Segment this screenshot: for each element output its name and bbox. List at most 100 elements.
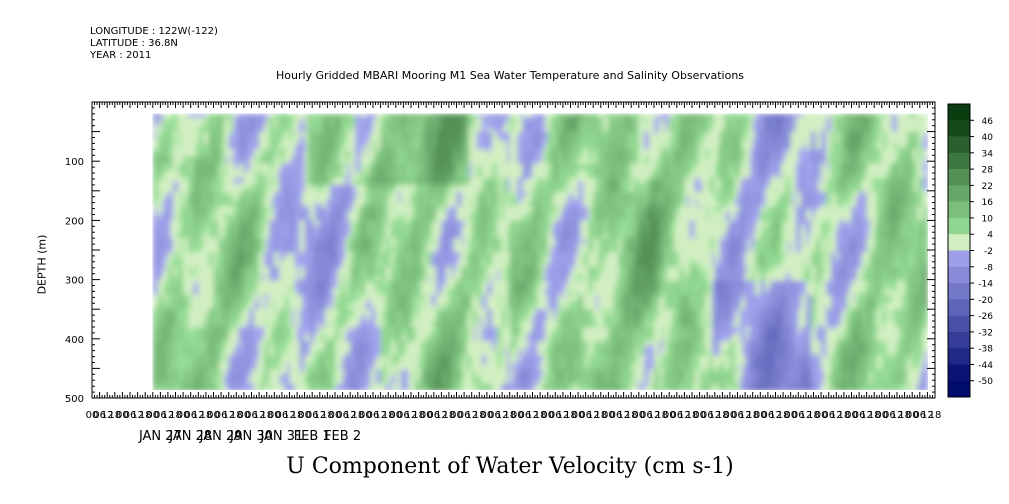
heatmap-cell (198, 248, 202, 253)
heatmap-cell (167, 344, 172, 349)
heatmap-cell (183, 216, 187, 221)
heatmap-cell (157, 156, 161, 161)
heatmap-cell (188, 213, 192, 218)
heatmap-cell (178, 128, 182, 133)
heatmap-cell (157, 355, 161, 360)
heatmap-cell (195, 273, 199, 278)
heatmap-cell (160, 216, 164, 221)
heatmap-cell (175, 284, 179, 289)
year-label: YEAR : 2011 (90, 50, 151, 62)
heatmap-cell (162, 184, 167, 190)
heatmap-cell (180, 124, 184, 129)
heatmap-cell (167, 255, 172, 261)
heatmap-cell (198, 184, 202, 190)
heatmap-cell (160, 309, 164, 314)
heatmap-cell (157, 191, 161, 197)
heatmap-cell (157, 270, 161, 275)
heatmap-cell (175, 334, 179, 339)
heatmap-cell (165, 341, 169, 346)
heatmap-cell (190, 280, 194, 285)
heatmap-cell (178, 191, 182, 197)
heatmap-cell (200, 287, 204, 293)
heatmap-cell (180, 160, 184, 165)
heatmap-cell (165, 170, 169, 175)
heatmap-cell (183, 167, 187, 172)
heatmap-cell (195, 341, 199, 346)
heatmap-cell (170, 245, 174, 250)
heatmap-cell (193, 270, 197, 275)
heatmap-cell (167, 216, 172, 221)
heatmap-cell (173, 145, 177, 150)
heatmap-cell (183, 344, 187, 349)
heatmap-cell (198, 206, 202, 211)
heatmap-cell (173, 319, 177, 325)
heatmap-cell (190, 376, 194, 381)
heatmap-cell (157, 181, 161, 186)
heatmap-cell (198, 160, 202, 165)
heatmap-cell (165, 120, 169, 126)
heatmap-cell (155, 284, 159, 289)
heatmap-cell (160, 113, 164, 118)
heatmap-cell (152, 238, 156, 243)
heatmap-cell (195, 373, 199, 378)
heatmap-cell (193, 323, 197, 328)
heatmap-cell (173, 184, 177, 190)
heatmap-cell (195, 199, 199, 204)
heatmap-cell (198, 213, 202, 218)
heatmap-cell (152, 316, 156, 321)
heatmap-cell (167, 387, 172, 390)
heatmap-cell (198, 366, 202, 371)
heatmap-cell (188, 344, 192, 349)
heatmap-cell (180, 362, 184, 367)
heatmap-cell (198, 383, 202, 388)
heatmap-cell (203, 156, 207, 161)
heatmap-cell (155, 362, 159, 367)
heatmap-cell (195, 248, 199, 253)
heatmap-cell (200, 227, 204, 232)
heatmap-cell (173, 255, 177, 261)
heatmap-cell (155, 309, 159, 314)
heatmap-cell (188, 387, 192, 390)
heatmap-cell (200, 387, 204, 390)
heatmap-cell (175, 305, 179, 310)
heatmap-cell (183, 160, 187, 165)
heatmap-cell (183, 227, 187, 232)
heatmap-cell (152, 131, 156, 136)
heatmap-cell (155, 263, 159, 268)
heatmap-cell (157, 387, 161, 390)
heatmap-cell (188, 167, 192, 172)
heatmap-cell (173, 273, 177, 278)
heatmap-cell (175, 312, 179, 317)
heatmap-cell (152, 223, 156, 229)
heatmap-cell (188, 255, 192, 261)
heatmap-cell (193, 223, 197, 229)
heatmap-cell (152, 277, 156, 282)
heatmap-cell (178, 373, 182, 378)
heatmap-cell (190, 323, 194, 328)
heatmap-cell (195, 319, 199, 325)
heatmap-cell (167, 152, 172, 158)
heatmap-cell (203, 266, 207, 271)
heatmap-cell (170, 238, 174, 243)
heatmap-cell (190, 209, 194, 214)
heatmap-cell (152, 259, 156, 264)
heatmap-cell (183, 248, 187, 253)
heatmap-cell (180, 305, 184, 310)
heatmap-cell (175, 156, 179, 161)
heatmap-cell (155, 245, 159, 250)
heatmap-cell (185, 202, 189, 207)
heatmap-cell (167, 213, 172, 218)
heatmap-cell (157, 263, 161, 268)
heatmap-cell (165, 145, 169, 150)
heatmap-cell (195, 284, 199, 289)
heatmap-cell (198, 142, 202, 147)
heatmap-cell (162, 177, 167, 182)
heatmap-cell (162, 259, 167, 264)
heatmap-cell (188, 287, 192, 293)
heatmap-cell (180, 220, 184, 225)
heatmap-cell (160, 174, 164, 179)
heatmap-cell (155, 174, 159, 179)
heatmap-cell (198, 231, 202, 236)
heatmap-cell (185, 302, 189, 307)
